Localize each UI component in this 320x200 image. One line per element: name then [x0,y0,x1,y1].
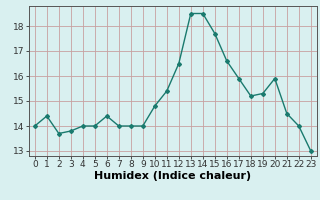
X-axis label: Humidex (Indice chaleur): Humidex (Indice chaleur) [94,171,252,181]
